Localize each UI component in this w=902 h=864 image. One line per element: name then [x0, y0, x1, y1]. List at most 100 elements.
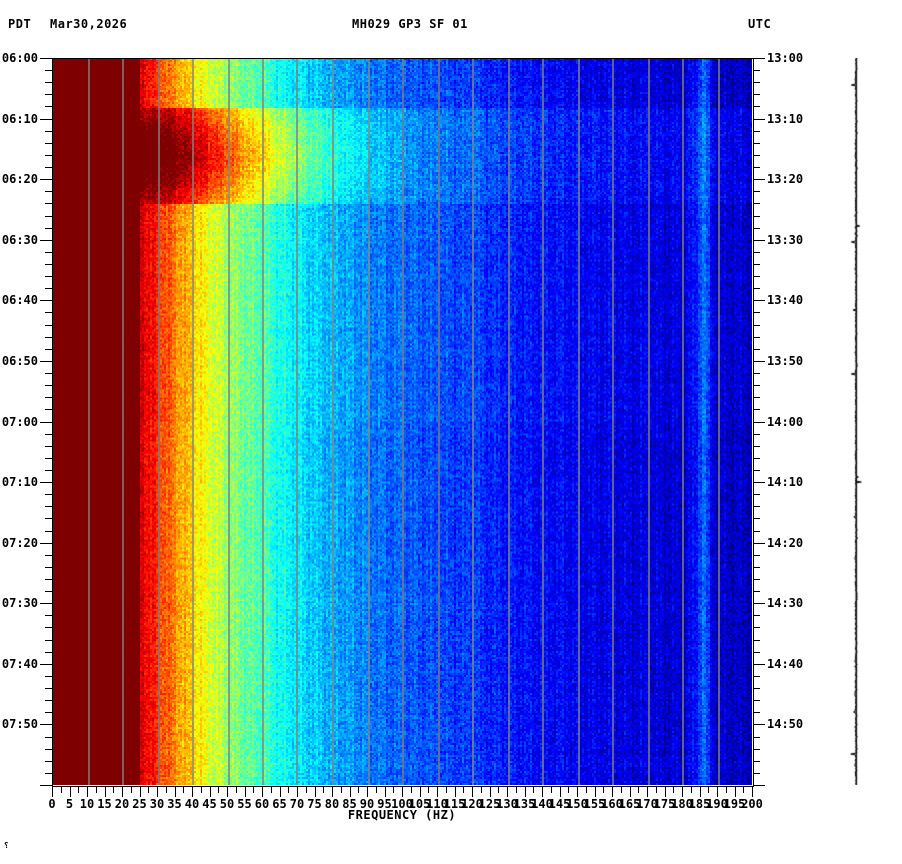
frequency-tick-minor: [690, 786, 692, 793]
frequency-tick-label: 90: [359, 797, 375, 811]
frequency-tick-major: [314, 786, 316, 797]
frequency-tick-label: 190: [706, 797, 728, 811]
frequency-tick-minor: [673, 786, 675, 793]
frequency-tick-major: [209, 786, 211, 797]
frequency-tick-minor: [218, 786, 220, 793]
frequency-tick-label: 170: [636, 797, 658, 811]
frequency-axis: 0 5 10 15 20 25 30 35 40 45 50 55 60 65 70 75 80 85 90 95 10…: [48, 786, 763, 826]
time-tick-major: [753, 58, 765, 59]
time-tick-minor: [45, 203, 52, 205]
time-tick-minor: [753, 263, 760, 265]
time-tick-minor: [45, 748, 52, 750]
frequency-tick-label: 165: [618, 797, 641, 811]
time-tick-minor: [753, 227, 760, 229]
frequency-tick-major: [612, 786, 613, 797]
time-tick-label: 07:20: [1, 535, 38, 550]
time-tick-minor: [753, 276, 760, 278]
frequency-tick-major: [629, 786, 631, 797]
time-tick-major: [753, 239, 765, 241]
time-tick-minor: [45, 627, 52, 629]
frequency-tick-minor: [358, 786, 360, 793]
time-tick-minor: [45, 154, 52, 156]
time-tick-label: 06:10: [1, 111, 38, 126]
frequency-tick-minor: [410, 786, 412, 793]
frequency-tick-minor: [515, 786, 517, 793]
time-tick-minor: [45, 167, 52, 169]
time-tick-minor: [753, 167, 760, 169]
time-tick-minor: [753, 518, 760, 520]
time-tick-major: [40, 118, 52, 120]
time-tick-minor: [45, 579, 52, 581]
frequency-tick-minor: [165, 786, 167, 793]
time-tick-minor: [45, 215, 52, 217]
frequency-tick-minor: [375, 786, 377, 793]
frequency-tick-label: 150: [566, 797, 588, 811]
time-tick-label: 13:50: [767, 353, 804, 368]
frequency-tick-minor: [638, 786, 640, 793]
frequency-tick-minor: [743, 786, 745, 793]
frequency-tick-minor: [655, 786, 657, 793]
frequency-tick-label: 100: [391, 797, 413, 811]
time-tick-minor: [45, 397, 52, 399]
spectrogram-plot[interactable]: [52, 58, 752, 785]
time-tick-minor: [45, 615, 52, 617]
frequency-tick-major: [122, 786, 123, 797]
time-tick-label: 14:10: [767, 475, 804, 490]
time-tick-minor: [45, 675, 52, 677]
time-tick-label: 13:30: [767, 232, 804, 247]
time-axis-pdt: 06:00 06:10 06:20 06:30 06:40 06:50 07:00 07:10…: [0, 52, 52, 786]
frequency-tick-minor: [148, 786, 150, 793]
time-tick-major: [753, 542, 765, 544]
frequency-tick-major: [507, 786, 508, 797]
time-axis-utc: 13:00 13:10 13:20 13:30 13:40 13:50 14:00 14:10…: [753, 52, 902, 786]
time-tick-minor: [753, 615, 760, 617]
time-tick-major: [40, 603, 52, 605]
frequency-tick-label: 35: [167, 797, 182, 811]
frequency-tick-label: 200: [741, 797, 763, 811]
frequency-tick-major: [734, 786, 736, 797]
time-tick-major: [40, 58, 52, 59]
time-tick-minor: [45, 591, 52, 593]
time-tick-minor: [753, 215, 760, 217]
time-tick-label: 07:10: [1, 475, 38, 490]
frequency-tick-label: 0: [48, 797, 56, 811]
header-date: Mar30,2026: [50, 17, 128, 31]
frequency-tick-minor: [235, 786, 237, 793]
time-tick-minor: [45, 712, 52, 714]
frequency-tick-major: [664, 786, 666, 797]
time-tick-label: 14:30: [767, 596, 804, 611]
time-tick-label: 06:00: [1, 51, 38, 65]
time-tick-minor: [753, 409, 760, 411]
frequency-tick-major: [577, 786, 578, 797]
time-tick-minor: [45, 409, 52, 411]
time-tick-minor: [45, 700, 52, 702]
time-tick-minor: [753, 385, 760, 387]
time-tick-minor: [753, 142, 760, 144]
time-tick-label: 14:20: [767, 535, 804, 550]
frequency-tick-major: [262, 786, 263, 797]
frequency-tick-major: [297, 786, 298, 797]
time-tick-label: 07:00: [1, 414, 38, 429]
time-tick-minor: [45, 251, 52, 253]
time-tick-minor: [45, 566, 52, 568]
header-timezone-left: PDT: [8, 17, 32, 31]
time-tick-major: [753, 179, 765, 181]
frequency-tick-label: 85: [342, 797, 357, 811]
time-tick-minor: [753, 675, 760, 677]
time-tick-minor: [753, 651, 760, 653]
frequency-tick-label: 15: [97, 797, 112, 811]
time-tick-minor: [45, 348, 52, 350]
time-tick-label: 07:50: [1, 717, 38, 732]
time-tick-major: [40, 542, 52, 544]
frequency-tick-major: [559, 786, 561, 797]
frequency-tick-major: [367, 786, 368, 797]
frequency-tick-major: [139, 786, 141, 797]
frequency-tick-minor: [463, 786, 465, 793]
frequency-tick-label: 160: [601, 797, 623, 811]
time-tick-label: 07:40: [1, 656, 38, 671]
time-tick-major: [40, 239, 52, 241]
time-tick-minor: [753, 445, 760, 447]
frequency-tick-minor: [393, 786, 395, 793]
time-tick-minor: [753, 373, 760, 375]
frequency-tick-major: [349, 786, 351, 797]
